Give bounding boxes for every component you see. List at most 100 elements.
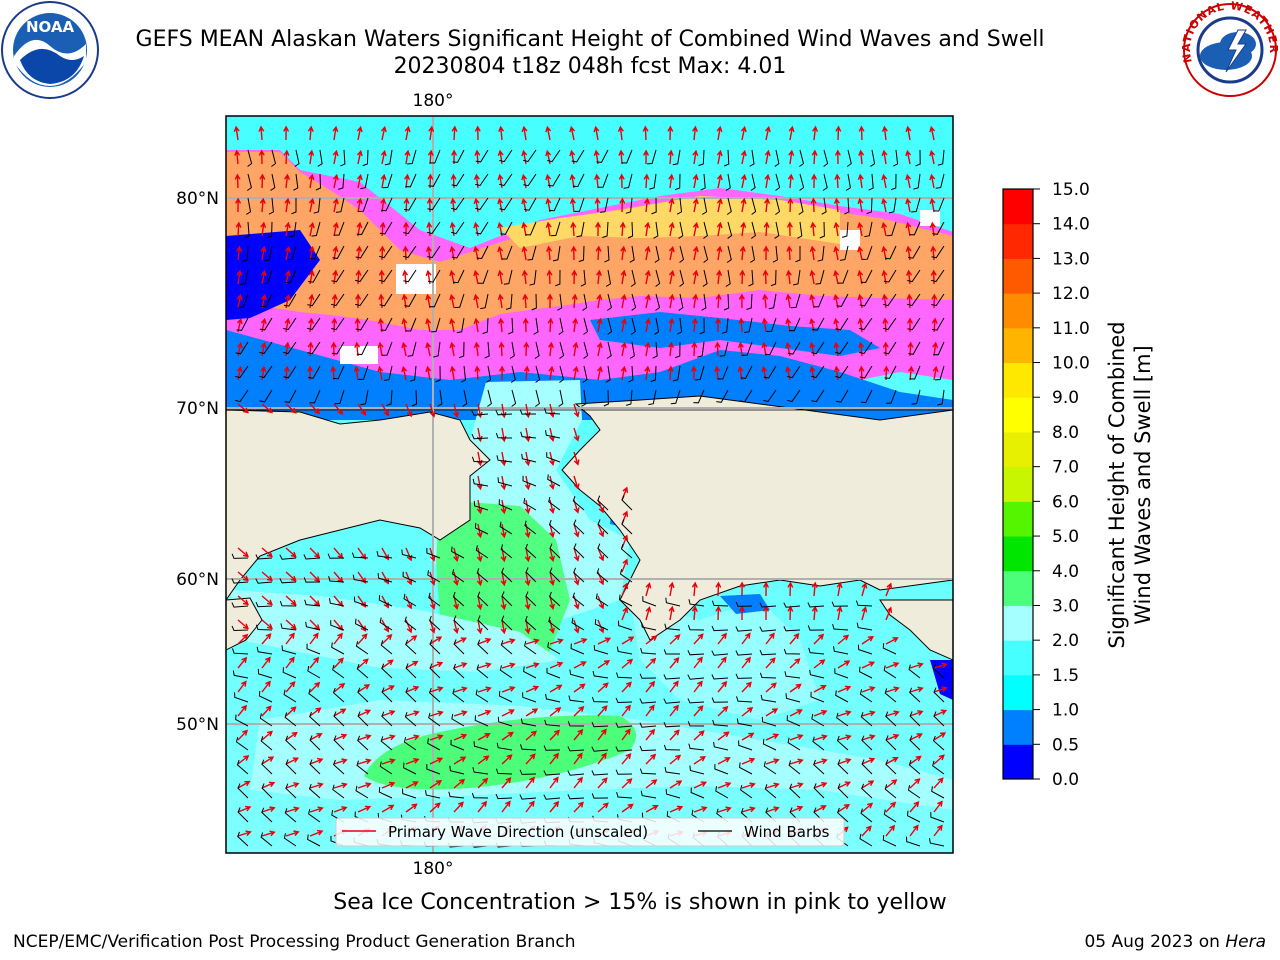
colorbar-title-line2: Wind Waves and Swell [m] (1131, 345, 1155, 625)
wave-arrow (715, 605, 722, 621)
wave-arrow (332, 125, 339, 141)
wind-barb (547, 642, 561, 655)
wave-arrow (501, 662, 516, 669)
wave-arrow (837, 634, 850, 645)
wind-barb (861, 759, 873, 775)
wave-arrow (737, 341, 744, 357)
wave-arrow (833, 197, 840, 213)
wind-barb (246, 197, 252, 215)
wave-arrow (426, 197, 433, 213)
wind-barb (607, 293, 612, 311)
wave-arrow (545, 221, 552, 237)
wind-barb (845, 173, 851, 191)
wind-barb (450, 197, 465, 211)
wind-barb (451, 173, 465, 187)
wind-barb (598, 173, 609, 188)
wave-arrow (643, 173, 650, 189)
wind-barb (380, 736, 393, 751)
wave-arrow (309, 656, 320, 669)
wave-arrow (357, 684, 371, 693)
wave-arrow (765, 758, 780, 765)
wind-barb (906, 293, 921, 307)
wind-barb (822, 173, 828, 191)
wind-barb (774, 221, 780, 239)
wave-arrow (857, 293, 864, 309)
wave-arrow (645, 779, 658, 789)
wind-barb (933, 687, 945, 703)
wave-arrow (237, 729, 249, 741)
wind-barb (630, 269, 636, 287)
wind-barb (883, 809, 897, 823)
wave-arrow (404, 149, 411, 165)
wave-arrow (333, 682, 346, 693)
wind-barb (663, 744, 681, 751)
wind-barb (534, 341, 540, 359)
wave-arrow (833, 317, 840, 333)
wind-barb (437, 389, 443, 407)
wave-arrow (379, 245, 386, 261)
wind-barb (784, 671, 801, 679)
wave-arrow (284, 221, 291, 237)
wave-arrow (833, 341, 840, 357)
wind-barb (260, 293, 273, 308)
wave-arrow (546, 245, 553, 261)
wind-barb (700, 173, 706, 191)
wind-barb (268, 197, 274, 215)
wave-arrow (549, 595, 555, 611)
wind-barb (285, 759, 297, 775)
wind-barb (831, 601, 849, 607)
wave-arrow (813, 633, 825, 645)
wave-arrow (331, 317, 338, 333)
wave-arrow (569, 197, 576, 213)
wave-arrow (717, 782, 732, 789)
wind-barb (651, 197, 657, 215)
wind-barb (727, 221, 733, 239)
wave-arrow (669, 704, 679, 717)
wave-arrow (837, 710, 852, 717)
wave-arrow (234, 173, 241, 189)
wave-arrow (571, 293, 578, 309)
wave-arrow (405, 619, 413, 634)
wind-barb (496, 455, 513, 463)
wave-arrow (693, 656, 703, 669)
wave-arrow (930, 245, 937, 261)
wind-barb (525, 221, 537, 236)
wind-barb (495, 410, 513, 416)
wind-barb (378, 595, 393, 607)
wave-arrow (669, 805, 684, 813)
wind-barb (401, 549, 417, 559)
wind-barb (630, 317, 636, 335)
wind-barb (810, 691, 825, 703)
wind-barb (932, 735, 945, 751)
wind-barb (426, 764, 441, 775)
wave-arrow (668, 605, 675, 621)
wave-arrow (548, 341, 554, 357)
wave-arrow (573, 638, 588, 645)
wind-barb (582, 293, 588, 311)
wind-barb (386, 389, 393, 406)
wind-barb (525, 567, 537, 583)
wave-arrow (547, 317, 554, 333)
wind-barb (403, 221, 417, 235)
wave-arrow (260, 221, 267, 237)
wave-arrow (285, 595, 297, 606)
wave-arrow (261, 571, 274, 582)
wind-barb (639, 698, 657, 704)
wind-barb (285, 783, 297, 799)
wind-barb (772, 245, 778, 263)
wind-barb (714, 764, 729, 775)
wind-barb (933, 663, 945, 679)
wind-barb (332, 664, 345, 679)
wind-barb (760, 694, 777, 703)
wave-arrow (549, 752, 560, 765)
wind-barb (884, 688, 897, 703)
wave-arrow (500, 571, 507, 587)
wave-arrow (522, 317, 529, 333)
wind-barb (524, 520, 537, 535)
wind-barb (663, 698, 681, 704)
wave-arrow (498, 125, 505, 141)
wind-barb (641, 622, 657, 631)
wave-arrow (621, 752, 632, 765)
wave-arrow (309, 403, 321, 415)
wave-arrow (405, 734, 420, 741)
